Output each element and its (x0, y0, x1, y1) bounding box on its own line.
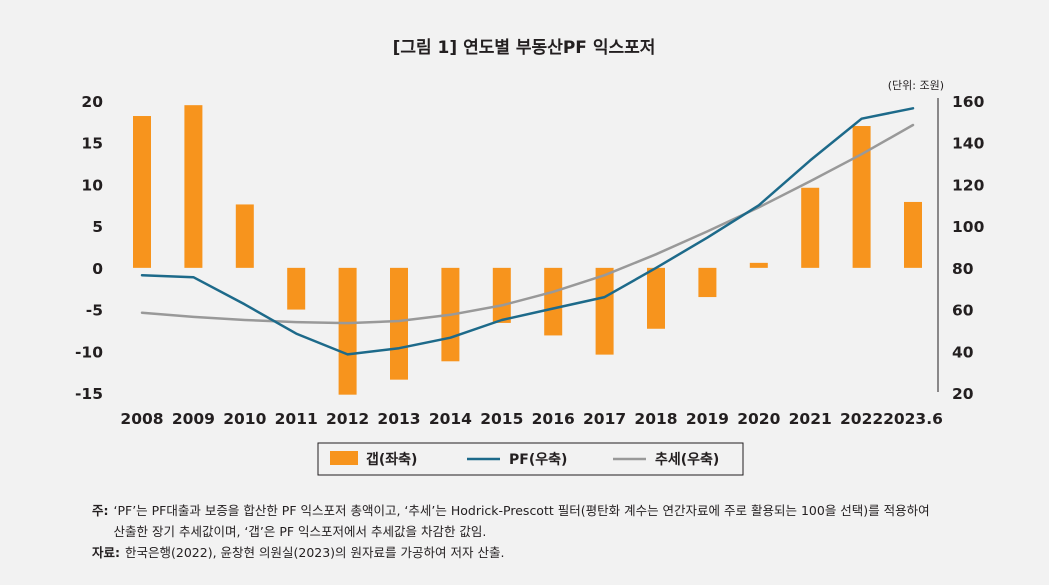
legend: 갭(좌축) PF(우축) 추세(우축) (317, 442, 744, 476)
right-tick-label: 60 (952, 302, 974, 320)
x-tick-label: 2011 (275, 410, 318, 428)
legend-swatch-gap (330, 451, 358, 465)
source-text: 한국은행(2022), 윤창현 의원실(2023)의 원자료를 가공하여 저자 … (125, 545, 505, 560)
bar-gap-2023.6 (904, 201, 922, 268)
bar-gap-2020 (749, 262, 768, 268)
lines (140, 107, 915, 356)
left-tick-label: 5 (92, 218, 103, 236)
x-tick-label: 2009 (172, 410, 215, 428)
legend-label-gap: 갭(좌축) (366, 451, 417, 468)
x-tick-label: 2018 (634, 410, 677, 428)
bar-gap-2009 (184, 105, 203, 268)
left-tick-label: -5 (86, 302, 103, 320)
bar-gap-2015 (492, 267, 511, 323)
left-tick-label: 20 (81, 93, 103, 111)
note: 주: ‘PF’는 PF대출과 보증을 합산한 PF 익스포저 총액이고, ‘추세… (92, 500, 942, 542)
left-axis: 20 15 10 5 0 -5 -10 -15 (75, 93, 103, 403)
legend-box (317, 442, 744, 476)
bar-gap-2013 (390, 267, 408, 380)
right-tick-label: 120 (952, 176, 985, 194)
note-label: 주: (92, 503, 109, 518)
right-tick-label: 40 (952, 343, 974, 361)
x-tick-label: 2014 (429, 410, 472, 428)
source: 자료: 한국은행(2022), 윤창현 의원실(2023)의 원자료를 가공하여… (92, 542, 942, 563)
chart: [그림 1] 연도별 부동산PF 익스포저 (단위: 조원) 20151050-… (75, 38, 985, 476)
x-tick-label: 2015 (480, 410, 523, 428)
chart-title: [그림 1] 연도별 부동산PF 익스포저 (393, 38, 656, 58)
bar-gap-2021 (801, 187, 820, 268)
left-tick-label: -10 (75, 343, 103, 361)
bars-gap (133, 105, 922, 395)
x-tick-label: 2013 (377, 410, 420, 428)
line-pf (140, 107, 915, 356)
left-tick-label: 0 (92, 260, 103, 278)
source-label: 자료: (92, 545, 120, 560)
left-tick-label: 10 (81, 176, 103, 194)
right-tick-label: 100 (952, 218, 985, 236)
right-tick-label: 160 (952, 93, 985, 111)
x-tick-label: 2008 (120, 410, 163, 428)
line-trend (140, 123, 915, 325)
bar-gap-2008 (133, 116, 151, 268)
bar-gap-2011 (287, 267, 306, 310)
x-tick-label: 2016 (532, 410, 575, 428)
x-tick-label: 2023.6 (883, 410, 943, 428)
x-tick-label: 2017 (583, 410, 626, 428)
note-text: ‘PF’는 PF대출과 보증을 합산한 PF 익스포저 총액이고, ‘추세’는 … (113, 503, 930, 539)
bar-gap-2017 (595, 267, 614, 355)
x-tick-label: 2020 (737, 410, 780, 428)
right-tick-label: 140 (952, 135, 985, 153)
right-tick-label: 20 (952, 385, 974, 403)
bar-gap-2022 (852, 126, 871, 268)
x-axis: 2008 2009 2010 2011 2012 2013 2014 2015 2016 2017… (120, 410, 942, 428)
right-tick-label: 80 (952, 260, 974, 278)
legend-label-trend: 추세(우축) (655, 452, 719, 468)
left-tick-label: 15 (81, 135, 103, 153)
x-tick-label: 2019 (686, 410, 729, 428)
x-tick-label: 2010 (223, 410, 266, 428)
footnotes: 주: ‘PF’는 PF대출과 보증을 합산한 PF 익스포저 총액이고, ‘추세… (92, 500, 942, 563)
x-tick-label: 2012 (326, 410, 369, 428)
bar-gap-2010 (235, 204, 254, 268)
unit-label: (단위: 조원) (888, 79, 944, 92)
right-axis: 160 140 120 100 80 60 40 20 (952, 93, 985, 403)
left-tick-label: -15 (75, 385, 103, 403)
bar-gap-2018 (647, 267, 665, 329)
x-tick-label: 2021 (789, 410, 832, 428)
bar-gap-2019 (698, 267, 717, 298)
bar-gap-2012 (338, 267, 357, 395)
x-tick-label: 2022 (840, 410, 883, 428)
legend-label-pf: PF(우축) (509, 452, 567, 468)
bar-gap-2016 (544, 267, 563, 336)
